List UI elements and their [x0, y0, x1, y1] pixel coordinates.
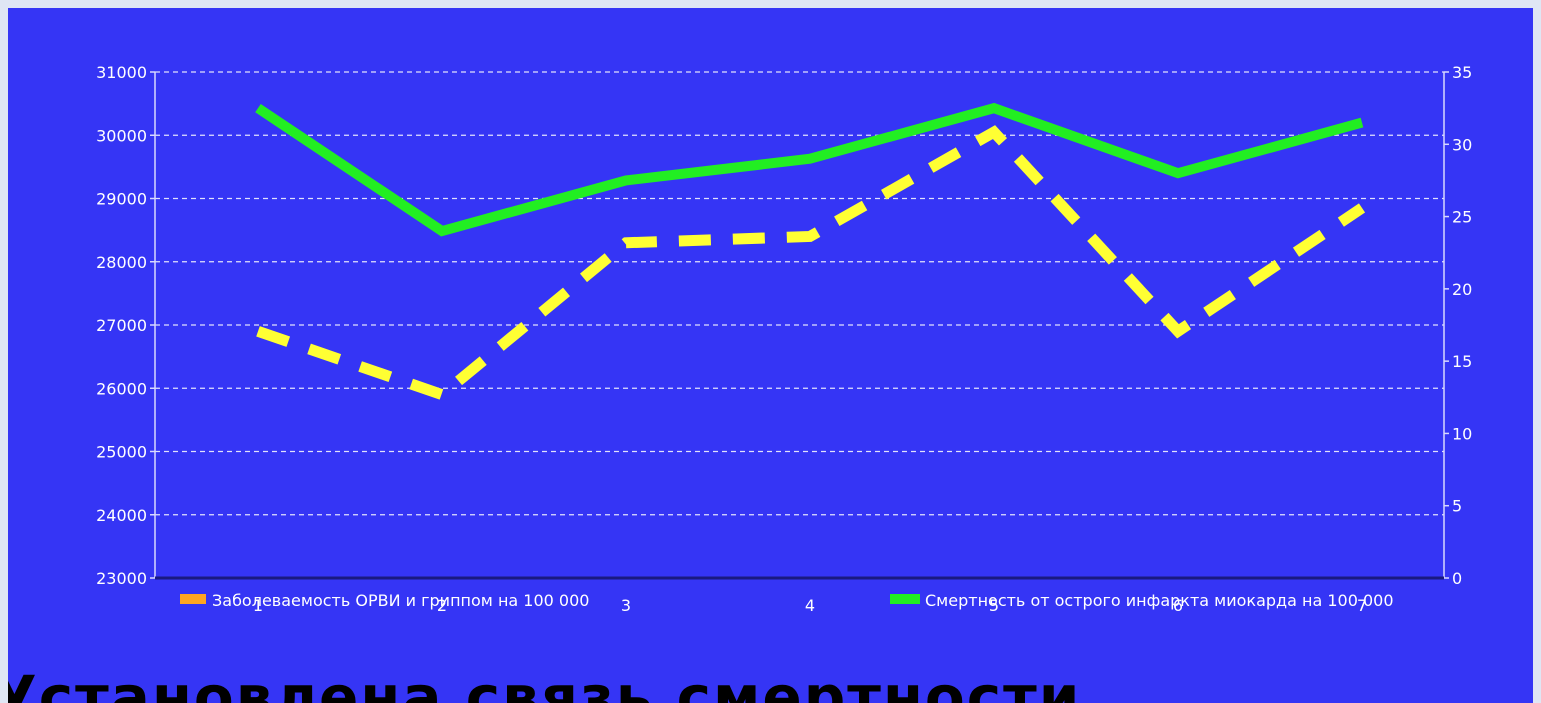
right-tick-label: 0 [1452, 569, 1462, 588]
series-line-incidence [256, 125, 1366, 401]
x-tick-label: 4 [805, 596, 815, 615]
line-chart: 23000 24000 25000 26000 27000 28000 29000 30000… [96, 63, 1472, 615]
chart-panel: 23000 24000 25000 26000 27000 28000 29000 30000… [8, 8, 1533, 703]
x-axis-ticks: 1 2 3 4 5 6 7 [253, 596, 1367, 615]
grid-lines [155, 71, 1444, 516]
right-tick-label: 35 [1452, 63, 1472, 82]
slide-caption: Установлена связь смертности [8, 663, 1082, 703]
legend-swatch-mortality [890, 594, 920, 604]
right-tick-label: 10 [1452, 424, 1472, 443]
right-tick-label: 30 [1452, 135, 1472, 154]
left-tick-label: 25000 [96, 443, 147, 462]
legend-label-incidence: Заболеваемость ОРВИ и гриппом на 100 000 [212, 591, 589, 610]
right-axis-ticks: 0 5 10 15 20 25 30 35 [1444, 63, 1472, 588]
legend-label-mortality: Смертность от острого инфаркта миокарда … [925, 591, 1394, 610]
right-tick-label: 15 [1452, 352, 1472, 371]
x-tick-label: 5 [989, 596, 999, 615]
x-tick-label: 7 [1357, 596, 1367, 615]
left-tick-label: 28000 [96, 253, 147, 272]
right-tick-label: 5 [1452, 497, 1462, 516]
x-tick-label: 2 [437, 596, 447, 615]
x-tick-label: 1 [253, 596, 263, 615]
left-tick-label: 29000 [96, 190, 147, 209]
left-tick-label: 27000 [96, 316, 147, 335]
right-tick-label: 20 [1452, 280, 1472, 299]
left-axis-ticks: 23000 24000 25000 26000 27000 28000 29000 30000… [96, 63, 155, 588]
left-tick-label: 26000 [96, 379, 147, 398]
left-tick-label: 23000 [96, 569, 147, 588]
left-tick-label: 30000 [96, 126, 147, 145]
series [255, 102, 1366, 401]
legend: Заболеваемость ОРВИ и гриппом на 100 000… [180, 591, 1394, 610]
series-line-mortality [255, 102, 1364, 237]
x-tick-label: 3 [621, 596, 631, 615]
left-tick-label: 31000 [96, 63, 147, 82]
legend-swatch-incidence [180, 594, 206, 604]
right-tick-label: 25 [1452, 208, 1472, 227]
left-tick-label: 24000 [96, 506, 147, 525]
x-tick-label: 6 [1173, 596, 1183, 615]
